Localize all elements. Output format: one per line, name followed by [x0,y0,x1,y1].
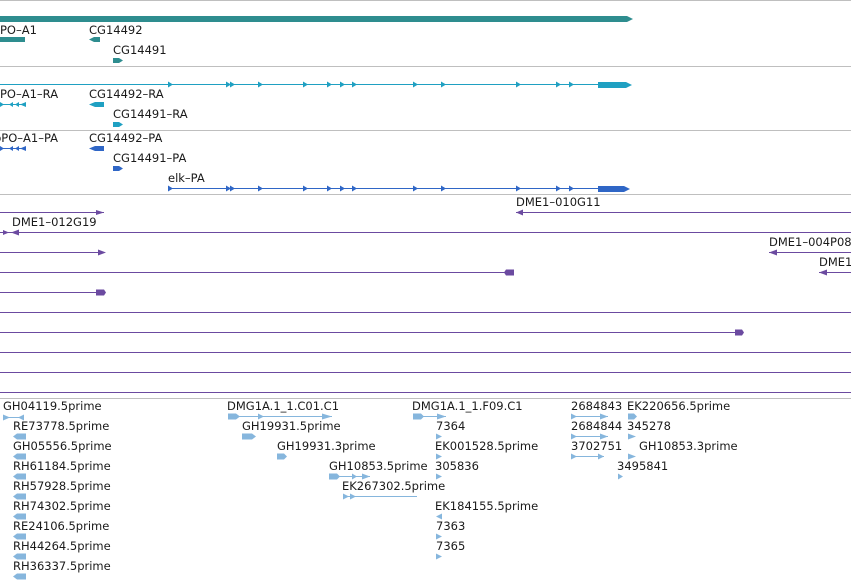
est-rh57928-glyph[interactable] [13,493,26,500]
est-label[interactable]: 3702751 [571,439,623,453]
clone-label-dme1[interactable]: DME1 [819,256,851,269]
clone-row-7[interactable] [0,329,744,336]
est-label[interactable]: DMG1A.1_1.C01.C1 [227,399,340,413]
gene-cg14492-glyph[interactable] [89,37,100,42]
est-label[interactable]: RH74302.5prime [13,499,111,513]
est-label[interactable]: EK267302.5prime [342,479,446,493]
protein-po-a1-pa-glyph[interactable] [0,146,26,151]
est-rh44264-glyph[interactable] [13,553,26,560]
est-ek220656-glyph[interactable] [628,413,637,420]
est-label[interactable]: DMG1A.1_1.F09.C1 [412,399,523,413]
est-label[interactable]: EK184155.5prime [435,499,539,513]
est-2684844-glyph[interactable] [571,433,608,440]
est-2684843-glyph[interactable] [571,413,608,420]
est-gh19931-5-glyph[interactable] [242,433,256,440]
est-dmg1a-c01-glyph[interactable] [228,413,332,420]
est-label[interactable]: GH19931.5prime [242,419,341,433]
est-label[interactable]: RH61184.5prime [13,459,111,473]
clone-row-3[interactable] [0,249,851,256]
est-345278-glyph[interactable] [628,433,636,440]
protein-track-glyphs [0,146,630,192]
mrna-cg14492-ra-glyph[interactable] [89,102,104,107]
est-ek267302-glyph[interactable] [343,493,417,500]
est-7363-glyph[interactable] [436,533,442,540]
est-305836-glyph[interactable] [436,473,442,480]
mrna-po-a1-ra-glyph[interactable] [0,102,26,107]
est-gh04119-glyph[interactable] [3,414,24,421]
protein-label-po-a1-pa[interactable]: pPO–A1–PA [0,131,59,145]
mrna-label-po-a1-ra[interactable]: PO–A1–RA [0,87,59,101]
mrna-cg14491-ra-glyph[interactable] [113,122,123,127]
clone-row-1[interactable] [0,209,851,216]
est-label[interactable]: EK220656.5prime [627,399,731,413]
clone-label-010g11[interactable]: DME1–010G11 [516,195,601,209]
protein-label-cg14491-pa[interactable]: CG14491–PA [113,151,187,165]
est-label[interactable]: 7363 [436,519,466,533]
est-rh61184-glyph[interactable] [13,473,26,480]
est-7365-glyph[interactable] [436,553,442,560]
est-dmg1a-f09-glyph[interactable] [413,413,446,420]
mrna-label-cg14491-ra[interactable]: CG14491–RA [113,107,188,121]
gene-elk-arrowhead [627,16,633,22]
est-3495841-glyph[interactable] [618,473,623,480]
gene-track-glyphs [0,16,633,63]
protein-label-cg14492-pa[interactable]: CG14492–PA [89,131,163,145]
clone-row-5[interactable] [0,289,106,296]
clone-track-glyphs [0,209,851,393]
est-label[interactable]: RE24106.5prime [13,519,110,533]
est-label[interactable]: EK001528.5prime [435,439,539,453]
est-label[interactable]: GH10853.3prime [639,439,738,453]
clone-label-012g19[interactable]: DME1–012G19 [12,215,97,229]
gene-cg14491-glyph[interactable] [113,58,123,63]
est-ek184155-glyph[interactable] [436,513,442,520]
est-label[interactable]: 345278 [627,419,671,433]
est-gh10853-3-glyph[interactable] [628,453,636,460]
gene-label-cg14491[interactable]: CG14491 [113,43,167,57]
est-re73778-glyph[interactable] [13,433,26,440]
track-separator [0,0,851,1]
est-label[interactable]: RH44264.5prime [13,539,111,553]
clone-row-4[interactable] [0,269,851,276]
protein-label-elk-pa[interactable]: elk–PA [168,171,205,185]
protein-cg14491-pa-glyph[interactable] [113,166,123,171]
protein-cg14492-pa-glyph[interactable] [89,146,104,151]
est-gh19931-3-glyph[interactable] [277,453,287,460]
mrna-label-cg14492-ra[interactable]: CG14492–RA [89,87,164,101]
est-7364-glyph[interactable] [436,433,442,440]
est-label[interactable]: 2684843 [571,399,623,413]
est-label[interactable]: RE73778.5prime [13,419,110,433]
mrna-track-glyphs [0,81,632,127]
est-gh10853-5-glyph[interactable] [329,473,370,480]
clone-label-004p08[interactable]: DME1–004P08 [769,236,851,249]
gene-po-a1-glyph[interactable] [0,37,25,42]
est-label[interactable]: 7365 [436,539,466,553]
est-ek001528-glyph[interactable] [436,453,442,460]
est-label[interactable]: 2684844 [571,419,623,433]
est-label[interactable]: 3495841 [617,459,669,473]
gene-label-po-a1[interactable]: PO–A1 [0,23,37,37]
est-track-glyphs [3,413,637,580]
gene-label-cg14492[interactable]: CG14492 [89,23,143,37]
est-label[interactable]: GH19931.3prime [277,439,376,453]
est-label[interactable]: 7364 [436,419,466,433]
est-label[interactable]: GH04119.5prime [3,399,102,413]
gene-elk-glyph[interactable] [0,16,627,22]
est-label[interactable]: RH57928.5prime [13,479,111,493]
est-3702751-glyph[interactable] [571,453,604,460]
est-gh05556-glyph[interactable] [13,453,26,460]
est-label[interactable]: GH05556.5prime [13,439,112,453]
clone-row-2[interactable] [0,229,851,236]
est-label[interactable]: GH10853.5prime [329,459,428,473]
est-re24106-glyph[interactable] [13,533,26,540]
est-rh36337-glyph[interactable] [13,573,26,580]
est-label[interactable]: 305836 [435,459,479,473]
est-rh74302-glyph[interactable] [13,513,26,520]
est-label[interactable]: RH36337.5prime [13,559,111,573]
